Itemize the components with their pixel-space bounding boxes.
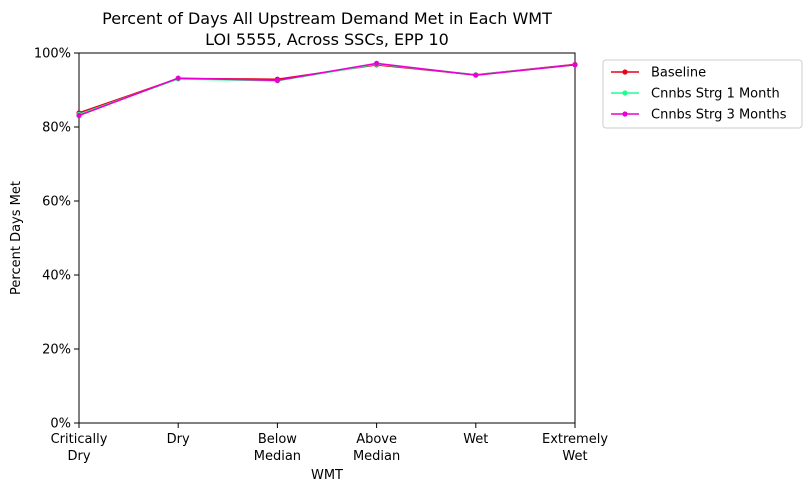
x-tick-label: Above Median: [353, 432, 400, 464]
x-tick-label: Extremely Wet: [542, 432, 608, 464]
series-point: [473, 72, 479, 78]
series-line-3: [78, 62, 576, 117]
y-tick-label: 60%: [42, 195, 71, 210]
x-tick-label: Wet: [463, 432, 488, 447]
x-tick-label: Critically Dry: [51, 432, 108, 464]
legend-marker: [622, 111, 628, 117]
y-tick-label: 40%: [42, 269, 71, 284]
x-tick-label: Dry: [167, 432, 190, 447]
series-point: [374, 60, 380, 66]
y-axis: 0% 20% 40% 60% 80% 100%: [34, 47, 79, 432]
plot-area: 0% 20% 40% 60% 80% 100% Critically Dry Dry Below…: [34, 47, 608, 465]
plot-frame: [78, 52, 576, 424]
series-point: [76, 112, 82, 119]
x-axis-label: WMT: [311, 468, 343, 483]
legend-entry: Cnnbs Strg 1 Month: [651, 87, 780, 102]
legend-marker: [622, 69, 628, 75]
y-tick-label: 100%: [34, 47, 71, 62]
series-point: [572, 62, 578, 68]
legend-frame: [602, 59, 803, 129]
x-tick-label: Below Median: [254, 432, 301, 464]
legend-marker: [622, 90, 628, 96]
series-layer: [76, 60, 578, 119]
legend: Baseline Cnnbs Strg 1 Month Cnnbs Strg 3 M…: [602, 59, 803, 129]
chart-title: Percent of Days All Upstream Demand Met …: [102, 9, 552, 28]
y-axis-label: Percent Days Met: [9, 181, 24, 295]
x-axis: Critically Dry Dry Below Median Above Median We…: [51, 423, 608, 464]
y-tick-label: 80%: [42, 121, 71, 136]
y-tick-label: 0%: [50, 417, 71, 432]
legend-entry: Baseline: [651, 66, 706, 81]
series-point: [274, 77, 280, 83]
y-tick-label: 20%: [42, 343, 71, 358]
legend-entry: Cnnbs Strg 3 Months: [651, 108, 787, 123]
series-point: [175, 75, 181, 81]
chart-subtitle: LOI 5555, Across SSCs, EPP 10: [205, 30, 449, 49]
